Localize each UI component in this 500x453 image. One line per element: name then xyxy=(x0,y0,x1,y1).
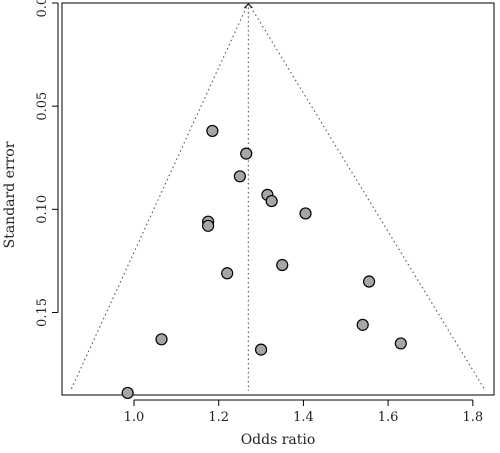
data-point xyxy=(276,258,289,272)
x-tick-label: 1.6 xyxy=(378,410,399,425)
data-point xyxy=(240,147,253,160)
data-points xyxy=(121,124,407,400)
y-axis-title: Standard error xyxy=(2,141,18,248)
x-tick-label: 1.0 xyxy=(124,410,145,425)
apex-marker xyxy=(243,3,253,9)
data-point xyxy=(265,194,278,208)
y-tick-label: 0.05 xyxy=(35,92,50,121)
plot-frame xyxy=(61,2,495,396)
data-point xyxy=(202,219,215,232)
funnel-left-bound xyxy=(69,2,249,392)
data-point xyxy=(221,267,234,280)
data-point xyxy=(233,170,246,183)
x-tick-label: 1.8 xyxy=(462,410,483,425)
data-point xyxy=(299,207,312,220)
data-point xyxy=(254,343,268,356)
x-tick-label: 1.2 xyxy=(208,410,229,425)
y-tick-label: 0.10 xyxy=(35,195,50,224)
funnel-right-bound xyxy=(247,2,486,392)
data-point xyxy=(121,386,134,400)
data-point xyxy=(206,124,219,138)
funnel-lines xyxy=(69,2,486,392)
x-axis-title: Odds ratio xyxy=(241,432,316,448)
data-point xyxy=(155,333,168,346)
x-tick-label: 1.4 xyxy=(293,410,314,425)
x-axis: 1.0 1.2 1.4 1.6 1.8 xyxy=(124,399,483,425)
data-point xyxy=(356,318,369,331)
y-tick-label: 0.00 xyxy=(35,0,50,17)
y-tick-label: 0.15 xyxy=(35,298,50,327)
y-axis: 0.00 0.05 0.10 0.15 xyxy=(35,0,59,327)
data-point xyxy=(394,337,407,350)
data-point xyxy=(362,275,376,288)
